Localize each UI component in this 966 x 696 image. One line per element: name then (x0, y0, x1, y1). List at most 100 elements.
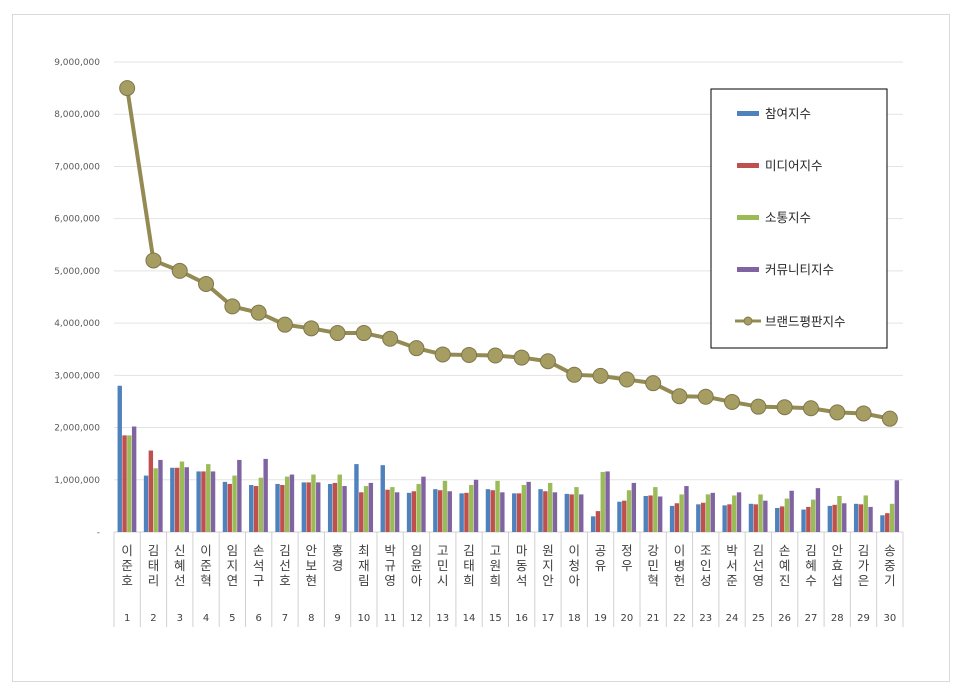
bar-소통지수-김가은 (863, 495, 868, 532)
bar-소통지수-원지안 (547, 482, 553, 532)
bar-커뮤니티지수-이청아 (579, 494, 584, 532)
rank-label: 28 (831, 613, 844, 624)
bar-참여지수-이준혁 (196, 471, 201, 532)
bar-소통지수-김태희 (469, 485, 474, 532)
bar-참여지수-손예진 (775, 507, 780, 532)
bar-커뮤니티지수-이병헌 (684, 486, 689, 532)
rank-label: 29 (857, 613, 870, 624)
bar-미디어지수-최재림 (359, 492, 364, 532)
point-고민시 (434, 346, 451, 363)
bar-커뮤니티지수-김선호 (289, 474, 295, 532)
point-안효섭 (829, 404, 846, 421)
legend-label: 참여지수 (765, 106, 811, 121)
bar-소통지수-이준호 (127, 435, 132, 532)
bar-미디어지수-박규영 (385, 489, 390, 532)
rank-label: 16 (515, 613, 528, 624)
bar-소통지수-최재림 (363, 486, 369, 532)
point-임윤아 (408, 340, 425, 357)
y-tick-label: 2,000,000 (54, 424, 100, 434)
bar-소통지수-홍경 (337, 474, 342, 532)
rank-label: 7 (282, 613, 288, 624)
legend-swatch-미디어지수 (737, 163, 759, 168)
bar-커뮤니티지수-고민시 (447, 491, 452, 532)
bar-커뮤니티지수-마동석 (526, 481, 531, 532)
bar-참여지수-김태리 (143, 475, 149, 532)
bar-소통지수-김선영 (758, 494, 763, 532)
bar-참여지수-마동석 (512, 493, 517, 532)
bar-소통지수-박규영 (390, 487, 395, 532)
rank-label: 27 (805, 613, 818, 624)
bar-참여지수-공유 (590, 516, 596, 532)
bar-커뮤니티지수-정우 (631, 482, 637, 532)
bar-참여지수-홍경 (327, 483, 333, 532)
point-공유 (592, 367, 609, 384)
bar-참여지수-고민시 (433, 489, 438, 532)
bar-미디어지수-정우 (622, 500, 627, 532)
bar-참여지수-박서준 (722, 505, 727, 532)
x-axis-labels: 이 준 호 1 김 태 리 2 신 혜 선 3 이 준 혁 4 임 지 연 5 손 석 구 6 김 선 호 7 안 보 현 8 홍 경 9 최 재 림 10… (121, 543, 896, 624)
bar-참여지수-강민혁 (643, 495, 648, 532)
bar-참여지수-김선호 (275, 483, 280, 532)
bar-미디어지수-박서준 (727, 504, 732, 532)
bar-커뮤니티지수-임윤아 (421, 476, 426, 532)
bar-커뮤니티지수-공유 (605, 471, 610, 532)
bar-커뮤니티지수-신혜선 (184, 467, 189, 532)
bar-미디어지수-조인성 (700, 502, 706, 532)
bar-참여지수-송중기 (880, 515, 885, 532)
bar-참여지수-김선영 (748, 503, 754, 532)
bar-커뮤니티지수-이준호 (131, 426, 137, 532)
bar-미디어지수-김선호 (280, 485, 285, 532)
bar-미디어지수-고민시 (437, 490, 443, 532)
bar-커뮤니티지수-임지연 (237, 459, 242, 532)
bar-커뮤니티지수-김선영 (763, 500, 768, 532)
bar-소통지수-신혜선 (179, 461, 185, 532)
bar-참여지수-김가은 (853, 503, 859, 532)
bar-소통지수-고민시 (442, 480, 448, 532)
bar-소통지수-이청아 (574, 487, 579, 532)
legend-swatch-소통지수 (737, 215, 759, 220)
point-박서준 (724, 393, 741, 410)
rank-label: 20 (620, 613, 633, 624)
bar-미디어지수-이준혁 (201, 471, 206, 532)
rank-label: 19 (594, 613, 607, 624)
point-김가은 (855, 405, 872, 422)
rank-label: 5 (229, 613, 235, 624)
y-tick-label: 4,000,000 (54, 319, 100, 329)
bar-미디어지수-안보현 (306, 482, 311, 532)
bar-커뮤니티지수-강민혁 (657, 496, 663, 532)
y-tick-label: 9,000,000 (54, 58, 100, 68)
legend-label: 브랜드평판지수 (765, 314, 846, 329)
bar-참여지수-손석구 (249, 485, 254, 532)
rank-label: 12 (410, 613, 423, 624)
bar-참여지수-임윤아 (406, 492, 412, 532)
rank-label: 15 (489, 613, 502, 624)
bar-미디어지수-원지안 (543, 491, 548, 532)
rank-label: 8 (308, 613, 314, 624)
line-series (119, 80, 898, 427)
point-최재림 (355, 325, 372, 342)
rank-label: 11 (384, 613, 397, 624)
bar-커뮤니티지수-김태리 (158, 459, 163, 532)
bar-소통지수-임지연 (232, 475, 237, 532)
point-박규영 (382, 330, 399, 347)
bar-series (117, 385, 900, 532)
rank-label: 3 (177, 613, 183, 624)
point-임지연 (224, 298, 241, 315)
y-tick-label: 8,000,000 (54, 110, 100, 120)
